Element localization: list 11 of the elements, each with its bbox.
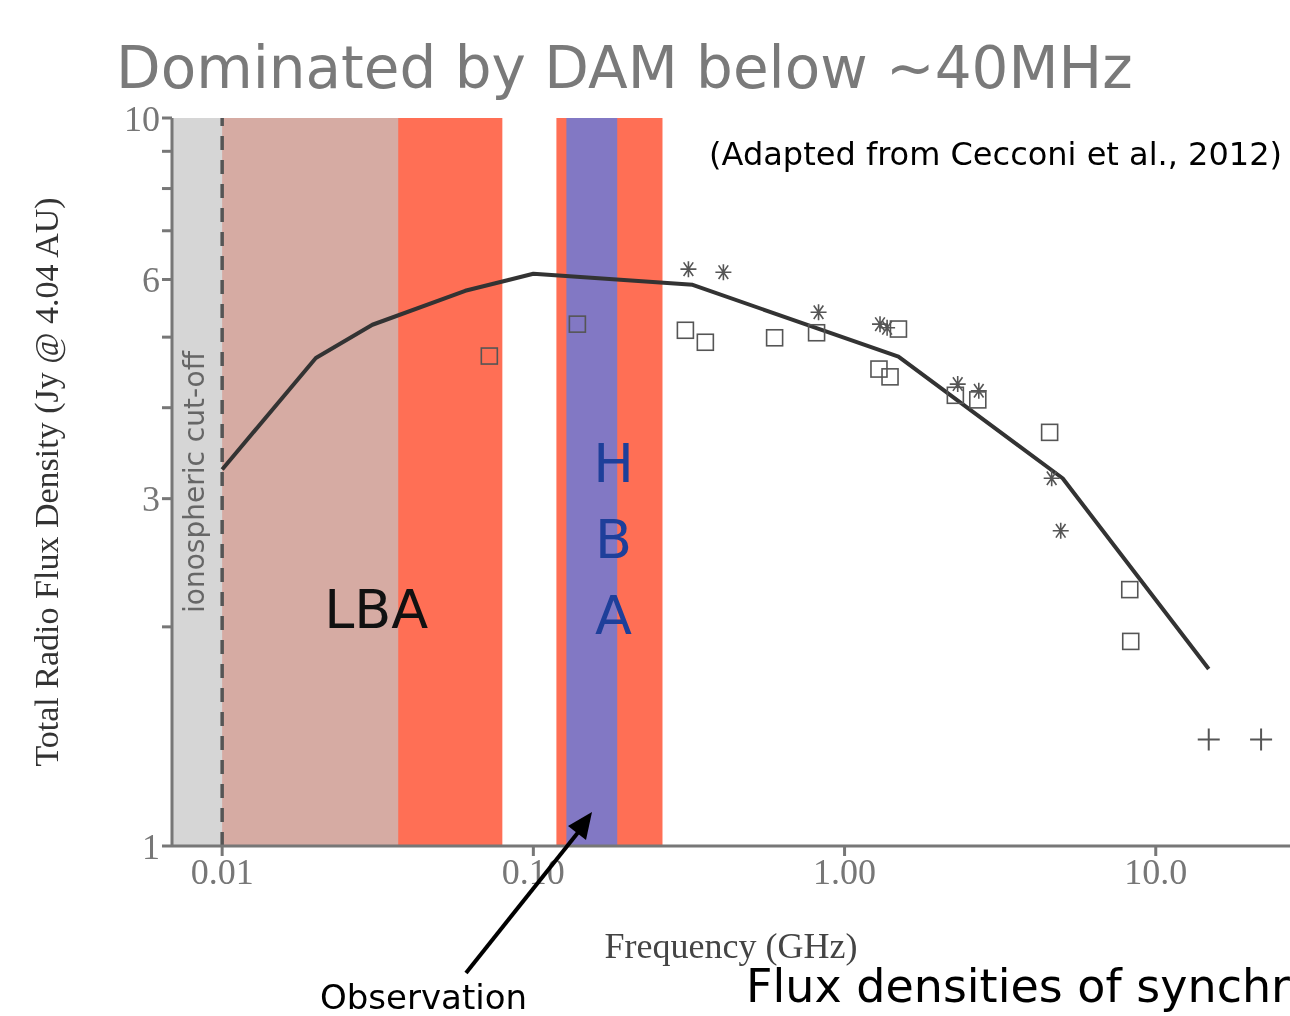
ref-line-label: ionospheric cut-off (178, 350, 212, 613)
y-axis-title: Total Radio Flux Density (Jy @ 4.04 AU) (28, 197, 67, 767)
y-tick-label: 1 (142, 826, 160, 867)
y-tick-label: 6 (142, 260, 160, 301)
x-tick-label: 0.01 (190, 851, 254, 892)
band-label: LBA (324, 577, 429, 641)
text: Observation (320, 977, 528, 1016)
x-tick-label: 1.00 (813, 851, 877, 892)
annotation: (Adapted from Cecconi et al., 2012) (709, 135, 1282, 173)
x-tick-label: 10.0 (1124, 851, 1188, 892)
y-tick-label: 3 (142, 479, 160, 520)
